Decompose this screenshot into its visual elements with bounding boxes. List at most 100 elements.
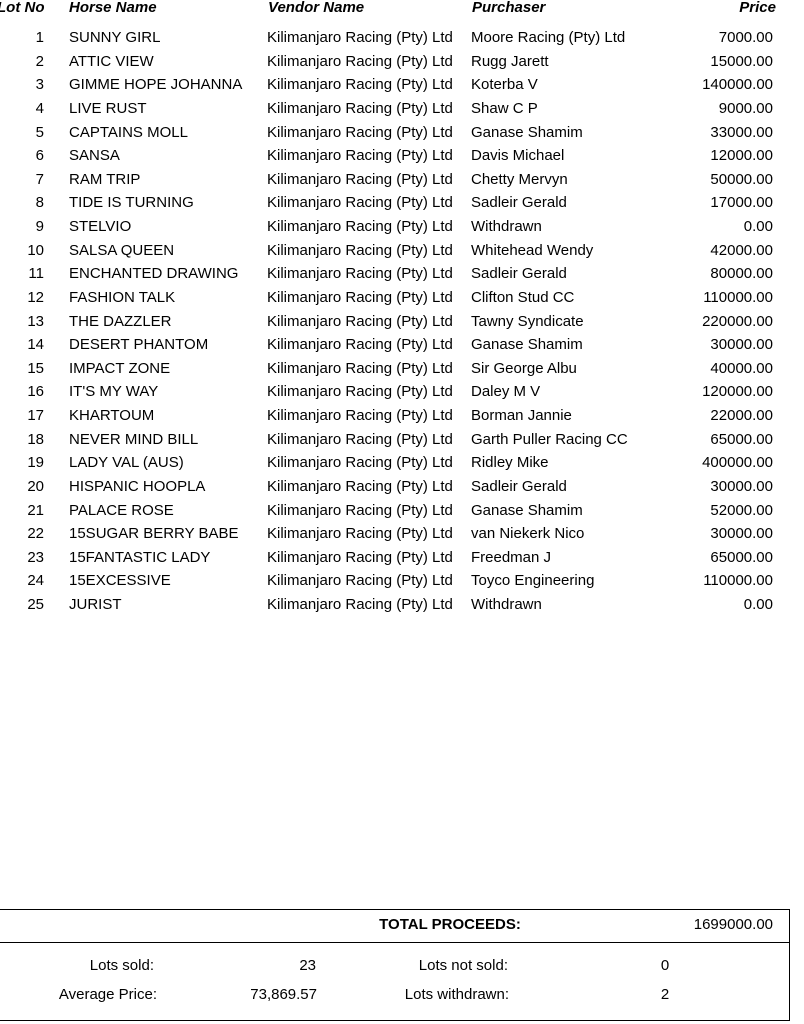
price-cell: 65000.00 (710, 548, 773, 566)
lot-no-cell: 12 (27, 288, 44, 306)
purchaser-cell: Withdrawn (471, 218, 542, 235)
purchaser-cell: Daley M V (471, 383, 541, 401)
lot-no-cell: 24 (27, 572, 44, 590)
price-cell: 42000.00 (710, 241, 773, 259)
horse-name-cell: SALSA QUEEN (69, 241, 175, 259)
price-cell: 30000.00 (710, 336, 773, 354)
average-price-value: 73,869.57 (250, 986, 317, 1003)
lot-no-cell: 21 (27, 501, 44, 519)
horse-name-cell: TIDE IS TURNING (69, 194, 194, 212)
purchaser-cell: Shaw C P (471, 99, 538, 117)
purchaser-cell: Ganase Shamim (471, 501, 583, 519)
column-header: Lot No (0, 0, 45, 16)
lot-no-cell: 17 (27, 407, 44, 424)
vendor-name-cell: Kilimanjaro Racing (Pty) Ltd (267, 454, 453, 472)
price-cell: 110000.00 (703, 572, 773, 590)
vendor-name-cell: Kilimanjaro Racing (Pty) Ltd (267, 430, 453, 448)
horse-name-cell: LIVE RUST (69, 99, 147, 117)
lot-no-cell: 16 (27, 383, 44, 401)
horse-name-cell: GIMME HOPE JOHANNA (69, 76, 243, 94)
price-cell: 220000.00 (702, 312, 773, 330)
price-cell: 22000.00 (710, 407, 773, 424)
total-value: 1699000.00 (693, 916, 773, 933)
purchaser-cell: Ganase Shamim (471, 336, 583, 354)
horse-name-cell: SUNNY GIRL (69, 29, 161, 46)
total-label: TOTAL PROCEEDS: (379, 916, 521, 933)
lot-no-cell: 2 (35, 52, 44, 70)
vendor-name-cell: Kilimanjaro Racing (Pty) Ltd (267, 477, 453, 495)
price-cell: 110000.00 (703, 288, 773, 306)
purchaser-cell: Sadleir Gerald (471, 477, 567, 495)
horse-name-cell: 15FANTASTIC LADY (69, 548, 211, 566)
lot-no-cell: 25 (27, 596, 44, 613)
horse-name-cell: 15SUGAR BERRY BABE (69, 525, 239, 543)
purchaser-cell: Withdrawn (471, 596, 542, 613)
horse-name-cell: ATTIC VIEW (69, 52, 154, 70)
lots-not-sold-label: Lots not sold: (418, 957, 508, 974)
horse-name-cell: LADY VAL (AUS) (69, 454, 184, 472)
price-cell: 0.00 (743, 596, 773, 613)
lot-no-cell: 19 (27, 454, 44, 472)
purchaser-cell: Clifton Stud CC (471, 288, 575, 306)
price-cell: 30000.00 (710, 525, 773, 543)
lot-no-cell: 13 (27, 312, 44, 330)
horse-name-cell: STELVIO (69, 218, 132, 235)
column-header: Purchaser (472, 0, 546, 16)
summary-divider (0, 942, 790, 943)
vendor-name-cell: Kilimanjaro Racing (Pty) Ltd (267, 170, 453, 188)
vendor-name-cell: Kilimanjaro Racing (Pty) Ltd (267, 336, 453, 354)
lots-not-sold-value: 0 (660, 957, 670, 974)
column-header: Horse Name (69, 0, 157, 16)
lot-no-cell: 3 (35, 76, 44, 94)
vendor-name-cell: Kilimanjaro Racing (Pty) Ltd (267, 194, 453, 212)
horse-name-cell: IT'S MY WAY (69, 383, 159, 401)
price-cell: 50000.00 (710, 170, 773, 188)
vendor-name-cell: Kilimanjaro Racing (Pty) Ltd (267, 76, 453, 94)
horse-name-cell: CAPTAINS MOLL (69, 123, 188, 141)
vendor-name-cell: Kilimanjaro Racing (Pty) Ltd (267, 501, 453, 519)
price-cell: 12000.00 (710, 147, 773, 165)
price-cell: 7000.00 (718, 29, 773, 46)
vendor-name-cell: Kilimanjaro Racing (Pty) Ltd (267, 525, 453, 543)
horse-name-cell: THE DAZZLER (69, 312, 172, 330)
vendor-name-cell: Kilimanjaro Racing (Pty) Ltd (267, 265, 453, 283)
purchaser-cell: Tawny Syndicate (471, 312, 584, 330)
price-cell: 9000.00 (718, 99, 773, 117)
price-cell: 400000.00 (702, 454, 773, 472)
vendor-name-cell: Kilimanjaro Racing (Pty) Ltd (267, 218, 453, 235)
lots-sold-label: Lots sold: (89, 957, 154, 974)
vendor-name-cell: Kilimanjaro Racing (Pty) Ltd (267, 99, 453, 117)
horse-name-cell: DESERT PHANTOM (69, 336, 209, 354)
price-cell: 120000.00 (702, 383, 773, 401)
purchaser-cell: Davis Michael (471, 147, 565, 165)
price-cell: 80000.00 (710, 265, 773, 283)
vendor-name-cell: Kilimanjaro Racing (Pty) Ltd (267, 359, 453, 377)
column-header: Vendor Name (268, 0, 365, 16)
average-price-label: Average Price: (58, 986, 157, 1003)
vendor-name-cell: Kilimanjaro Racing (Pty) Ltd (267, 548, 453, 566)
purchaser-cell: Ganase Shamim (471, 123, 583, 141)
purchaser-cell: Sadleir Gerald (471, 194, 567, 212)
price-cell: 30000.00 (710, 477, 773, 495)
purchaser-cell: Whitehead Wendy (471, 241, 594, 259)
lot-no-cell: 23 (27, 548, 44, 566)
price-cell: 52000.00 (710, 501, 773, 519)
lot-no-cell: 4 (35, 99, 44, 117)
lot-no-cell: 6 (35, 147, 44, 165)
horse-name-cell: SANSA (69, 147, 120, 165)
horse-name-cell: RAM TRIP (69, 170, 141, 188)
column-header: Price (739, 0, 776, 16)
lot-no-cell: 8 (35, 194, 44, 212)
vendor-name-cell: Kilimanjaro Racing (Pty) Ltd (267, 572, 453, 590)
horse-name-cell: PALACE ROSE (69, 501, 174, 519)
purchaser-cell: Moore Racing (Pty) Ltd (471, 29, 626, 46)
horse-name-cell: ENCHANTED DRAWING (69, 265, 239, 283)
lot-no-cell: 20 (27, 477, 44, 495)
summary-box (0, 909, 790, 1021)
price-cell: 33000.00 (710, 123, 773, 141)
lots-sold-value: 23 (299, 957, 316, 974)
vendor-name-cell: Kilimanjaro Racing (Pty) Ltd (267, 241, 453, 259)
lot-no-cell: 5 (35, 123, 44, 141)
price-cell: 140000.00 (702, 76, 773, 94)
vendor-name-cell: Kilimanjaro Racing (Pty) Ltd (267, 288, 453, 306)
